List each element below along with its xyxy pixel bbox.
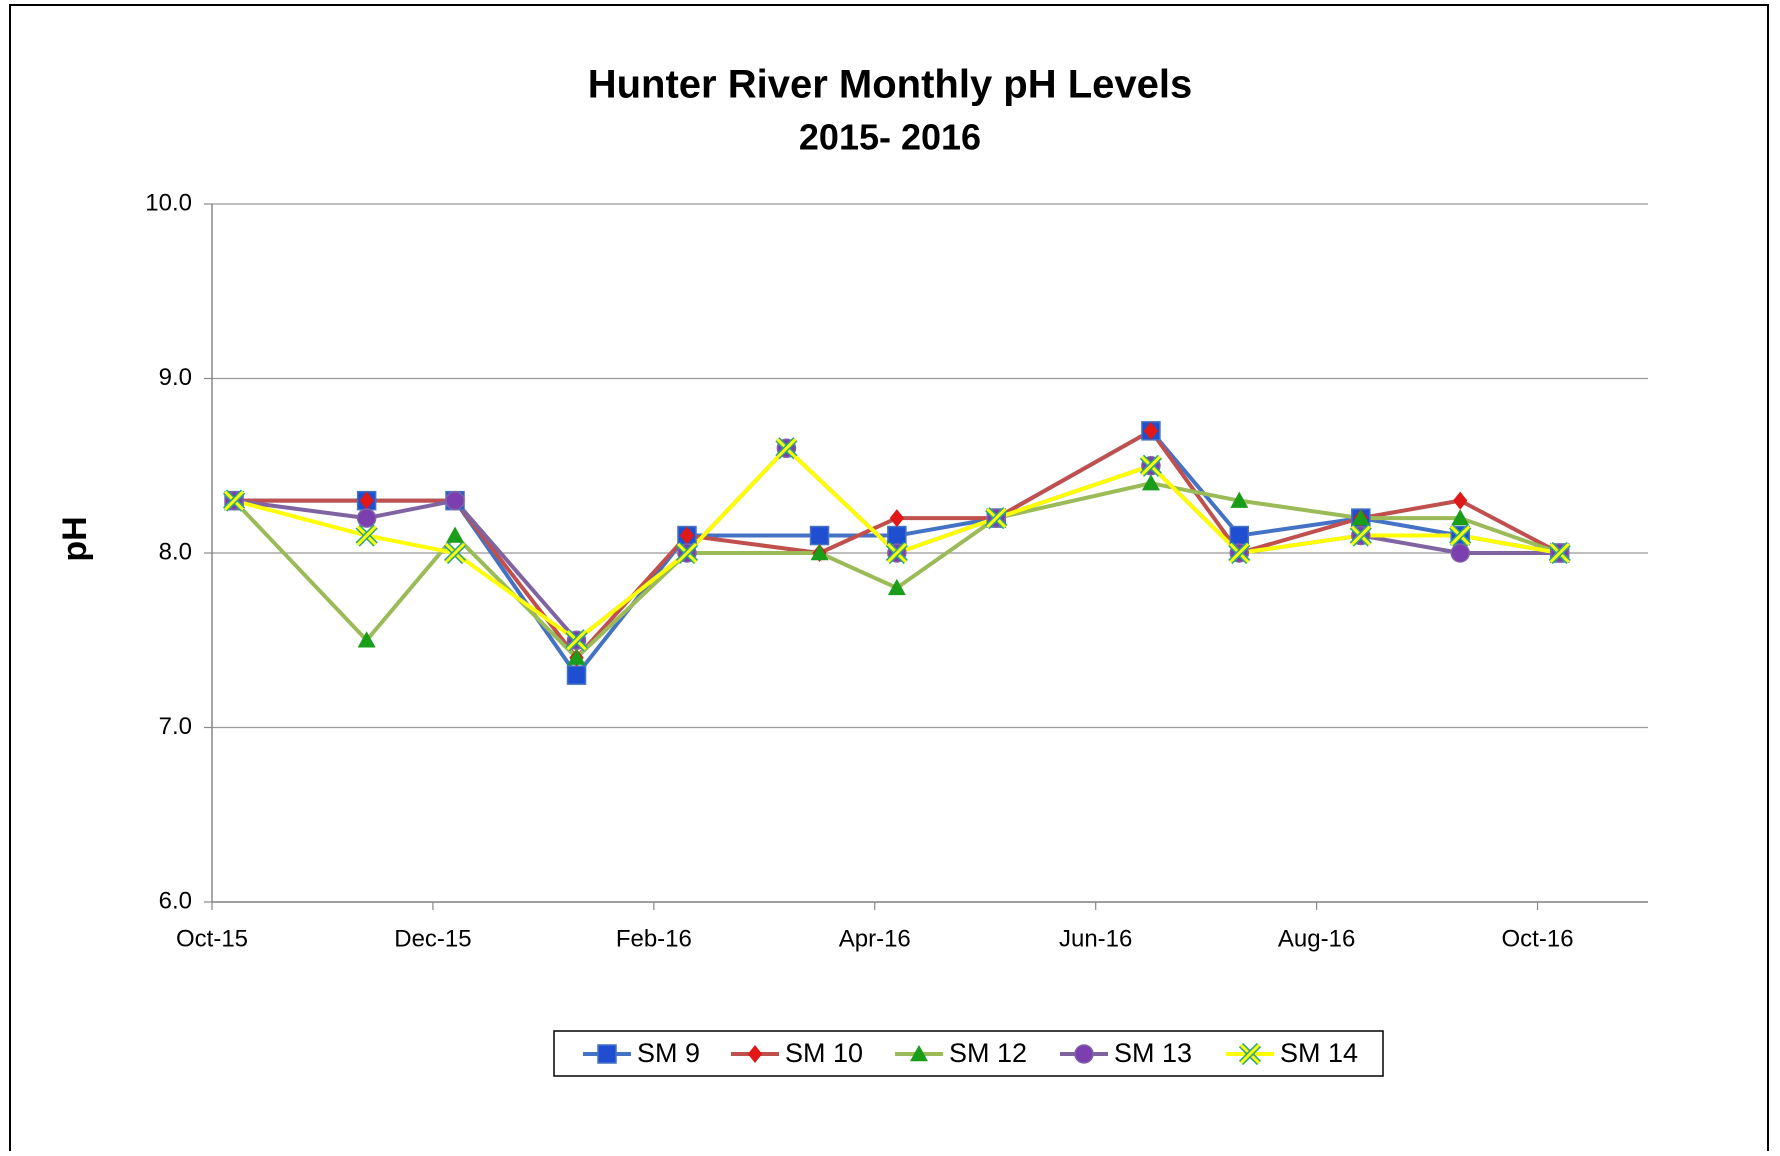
marker-stroke — [1549, 542, 1570, 564]
marker — [885, 541, 908, 565]
legend-label: SM 12 — [949, 1038, 1027, 1068]
marker — [1453, 491, 1468, 510]
x-tick-label: Jun-16 — [1059, 925, 1132, 952]
marker — [597, 1044, 617, 1064]
marker — [356, 508, 377, 528]
marker — [985, 506, 1008, 530]
marker — [1143, 421, 1159, 440]
marker-stroke — [986, 508, 1007, 529]
marker — [1351, 509, 1370, 526]
legend-label: SM 14 — [1280, 1038, 1358, 1068]
chart-subtitle: 2015- 2016 — [799, 117, 981, 158]
marker — [1548, 541, 1571, 565]
marker — [1449, 524, 1472, 547]
y-tick-label: 9.0 — [159, 364, 192, 391]
marker-stroke — [1140, 455, 1161, 476]
marker-stroke — [1239, 1043, 1261, 1065]
chart-title: Hunter River Monthly pH Levels — [588, 63, 1193, 107]
y-tick-label: 6.0 — [159, 887, 192, 914]
marker — [222, 489, 246, 512]
x-tick-label: Feb-16 — [616, 925, 692, 952]
marker — [1451, 509, 1470, 526]
marker-stroke — [356, 525, 377, 546]
marker — [567, 648, 586, 665]
marker-stroke — [1450, 525, 1471, 546]
x-tick-label: Aug-16 — [1278, 925, 1355, 952]
marker — [1229, 525, 1250, 546]
legend-label: SM 9 — [637, 1038, 700, 1068]
marker — [747, 1045, 763, 1063]
marker-stroke — [886, 542, 907, 564]
marker — [443, 541, 467, 565]
marker — [889, 509, 905, 528]
marker-stroke — [1350, 525, 1371, 546]
x-tick-label: Oct-16 — [1502, 925, 1574, 952]
marker — [359, 491, 374, 510]
chart-frame — [9, 4, 1769, 1156]
marker — [887, 525, 907, 546]
y-axis-label: pH — [56, 516, 94, 561]
marker — [775, 437, 798, 460]
marker — [1141, 474, 1160, 491]
marker — [355, 524, 378, 547]
marker — [445, 490, 465, 511]
marker — [565, 629, 588, 652]
marker — [566, 665, 587, 685]
marker-stroke — [776, 438, 797, 459]
marker-stroke — [1229, 542, 1250, 564]
legend-label: SM 13 — [1114, 1038, 1192, 1068]
marker — [809, 525, 830, 546]
marker-stroke — [224, 490, 245, 511]
marker — [1450, 543, 1470, 563]
marker — [1238, 1042, 1262, 1066]
marker — [1074, 1044, 1094, 1064]
y-tick-label: 8.0 — [159, 538, 192, 565]
legend-label: SM 10 — [785, 1038, 863, 1068]
marker — [675, 541, 699, 565]
marker — [1139, 454, 1163, 477]
marker — [446, 526, 465, 543]
marker — [910, 1045, 928, 1062]
y-tick-label: 10.0 — [145, 189, 192, 216]
marker — [679, 526, 695, 545]
y-tick-label: 7.0 — [159, 713, 192, 740]
x-tick-label: Apr-16 — [839, 925, 911, 952]
marker — [1349, 524, 1372, 547]
marker — [1230, 491, 1249, 508]
marker-stroke — [566, 630, 587, 651]
marker — [357, 631, 376, 648]
marker-stroke — [676, 542, 698, 564]
marker — [810, 544, 829, 561]
marker — [887, 578, 906, 596]
marker-stroke — [444, 542, 466, 564]
x-tick-label: Oct-15 — [176, 925, 248, 952]
x-tick-label: Dec-15 — [394, 925, 471, 952]
marker — [1228, 541, 1251, 565]
